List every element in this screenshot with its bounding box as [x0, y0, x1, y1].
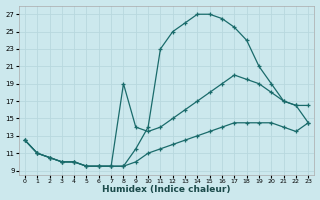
X-axis label: Humidex (Indice chaleur): Humidex (Indice chaleur): [102, 185, 231, 194]
